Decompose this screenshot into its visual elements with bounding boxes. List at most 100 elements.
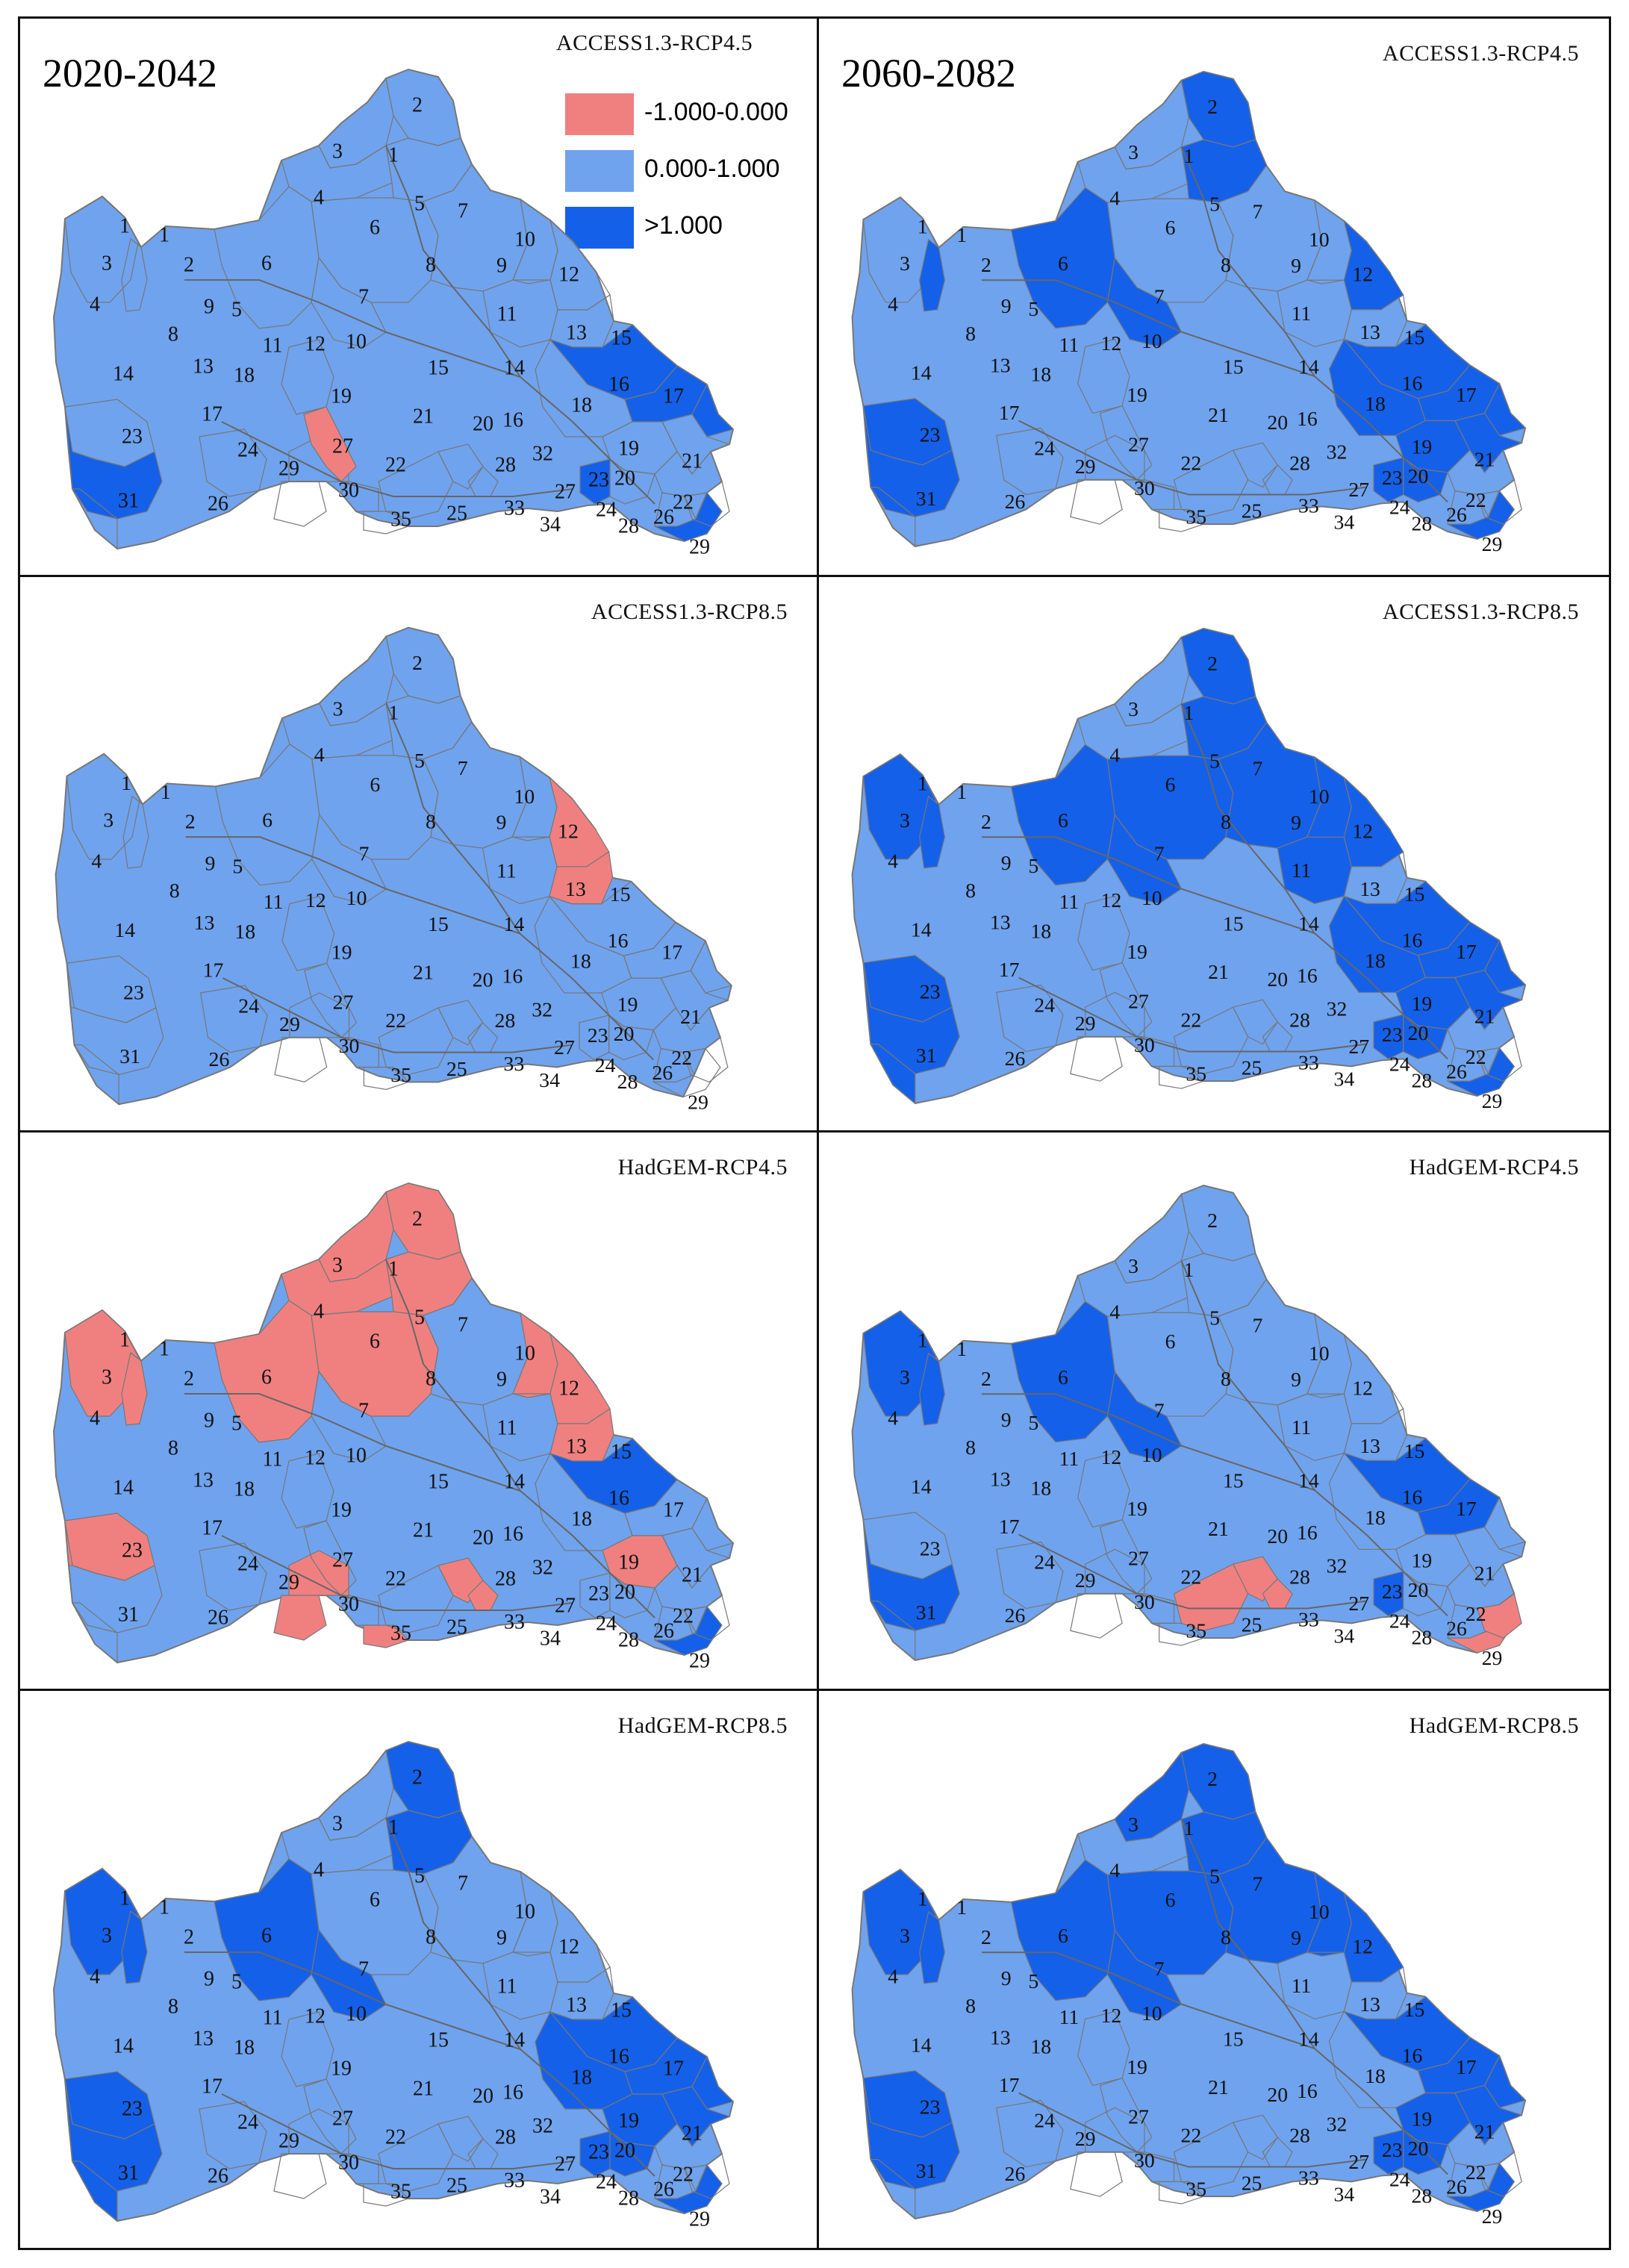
subbasin-label: 10	[346, 330, 367, 353]
subbasin-label: 16	[1402, 2043, 1423, 2066]
subbasin-label: 1	[918, 214, 928, 237]
subbasin-10	[1106, 814, 1183, 905]
subbasin-label: 7	[458, 1872, 468, 1895]
subbasin-label: 4	[888, 292, 898, 315]
subbasin-label: 11	[497, 1975, 517, 1998]
panel-title: ACCESS1.3-RCP8.5	[591, 599, 788, 624]
subbasin-label: 1	[119, 214, 130, 237]
subbasin-label: 32	[532, 442, 553, 465]
river-line	[385, 145, 521, 378]
subbasin-label: 14	[504, 1470, 525, 1493]
subbasin-27b	[303, 406, 357, 482]
subbasin-19b	[281, 2011, 334, 2087]
subbasin-label: 2	[1207, 1209, 1218, 1232]
subbasin-31	[870, 487, 916, 548]
subbasin-label: 21	[1474, 1004, 1495, 1027]
subbasin-label: 2	[981, 1925, 991, 1948]
subbasin-label: 6	[1058, 1924, 1068, 1947]
subbasin-label: 17	[1456, 383, 1477, 406]
river-line	[981, 836, 1448, 1060]
panel-title: ACCESS1.3-RCP8.5	[1382, 599, 1579, 624]
subbasin-label: 30	[338, 2151, 359, 2174]
subbasin-10	[311, 813, 387, 905]
subbasin-label: 19	[618, 437, 639, 460]
subbasin-label: 2	[981, 1367, 991, 1390]
subbasin-label: 12	[1100, 2004, 1121, 2027]
subbasin-23	[862, 2078, 960, 2190]
subbasin-label: 34	[1334, 1624, 1355, 1648]
subbasin-label: 2	[184, 253, 194, 276]
subbasin-label: 15	[428, 356, 449, 379]
subbasin-label: 1	[121, 772, 131, 795]
subbasin-label: 26	[1005, 1604, 1026, 1627]
subbasin-label: 30	[338, 1592, 359, 1616]
subbasin-label: 10	[514, 1342, 535, 1365]
subbasin-label: 11	[1292, 302, 1312, 325]
subbasin-label: 20	[1267, 968, 1288, 991]
subbasin-label: 3	[332, 140, 343, 163]
subbasin-label: 13	[566, 1993, 587, 2016]
subbasin-label: 7	[1253, 199, 1263, 222]
subbasin-label: 13	[990, 2026, 1011, 2049]
river-line	[1180, 1260, 1315, 1491]
subbasin-label: 13	[565, 878, 586, 901]
subbasin-label: 4	[1109, 1859, 1120, 1882]
subbasin-label: 14	[113, 1476, 134, 1499]
subbasin-label: 3	[900, 809, 910, 832]
subbasin-23b	[1373, 1014, 1404, 1060]
subbasin-label: 29	[1482, 532, 1503, 555]
subbasin-label: 23	[123, 981, 144, 1004]
subbasin-label: 4	[314, 186, 324, 209]
subbasin-label: 29	[1075, 1012, 1096, 1035]
subbasin-19b	[1077, 338, 1130, 414]
subbasin-label: 29	[689, 2208, 710, 2231]
subbasin-label: 19	[1127, 2055, 1147, 2078]
subbasin-label: 23	[588, 1582, 609, 1605]
subbasin-label: 15	[1223, 355, 1244, 378]
subbasin-label: 21	[1208, 960, 1229, 983]
subbasin-label: 29	[279, 1013, 300, 1036]
subbasin-label: 21	[682, 1563, 703, 1586]
subbasin-label: 5	[1028, 854, 1038, 877]
subbasin-label: 6	[1165, 216, 1176, 239]
subbasin-23b	[579, 1015, 610, 1061]
subbasin-label: 26	[1005, 2162, 1026, 2185]
subbasin-label: 9	[496, 1926, 507, 1949]
subbasin-label: 24	[1389, 1610, 1410, 1633]
subbasin-label: 10	[1309, 1342, 1330, 1365]
subbasin-label: 11	[263, 2006, 283, 2029]
subbasin-23b	[1373, 1571, 1404, 1617]
subbasin-label: 5	[414, 750, 425, 773]
subbasin-29b	[1447, 1047, 1515, 1097]
subbasin-label: 18	[234, 2036, 255, 2059]
subbasin-label: 12	[305, 1446, 326, 1469]
subbasin-label: 10	[1141, 329, 1162, 352]
subbasin-label: 7	[458, 757, 468, 780]
subbasin-label: 19	[1127, 383, 1147, 406]
subbasin-label: 3	[102, 252, 112, 275]
subbasin-label: 23	[920, 2096, 941, 2119]
subbasin-label: 3	[1128, 1254, 1139, 1277]
subbasin-label: 34	[540, 2185, 561, 2208]
subbasin-label: 20	[1267, 411, 1288, 434]
subbasin-label: 5	[1028, 1411, 1038, 1434]
subbasin-10	[1106, 1929, 1183, 2020]
subbasin-label: 2	[184, 1925, 194, 1948]
subbasin-label: 2	[412, 1207, 423, 1230]
subbasin-label: 4	[1109, 1300, 1120, 1324]
subbasin-23	[64, 1520, 163, 1633]
subbasin-23b	[1373, 2129, 1404, 2175]
panel-hadgem-rcp85-2020: HadGEM-RCP8.5 1 2 3 1 4 5 6 7 1 3 2 4 6 9 5 8 10 9 12 8 7 11 1…	[18, 1689, 820, 2250]
subbasin-label: 35	[390, 1064, 411, 1087]
subbasin-label: 33	[504, 1610, 525, 1633]
subbasin-label: 23	[920, 1537, 941, 1560]
subbasin-label: 17	[202, 2075, 222, 2098]
subbasin-label: 26	[1446, 2175, 1467, 2199]
subbasin-29b	[1447, 2162, 1515, 2212]
subbasin-label: 15	[428, 2028, 449, 2052]
subbasin-label: 20	[1267, 2083, 1288, 2106]
subbasin-label: 19	[331, 384, 352, 408]
subbasin-label: 31	[118, 489, 139, 512]
